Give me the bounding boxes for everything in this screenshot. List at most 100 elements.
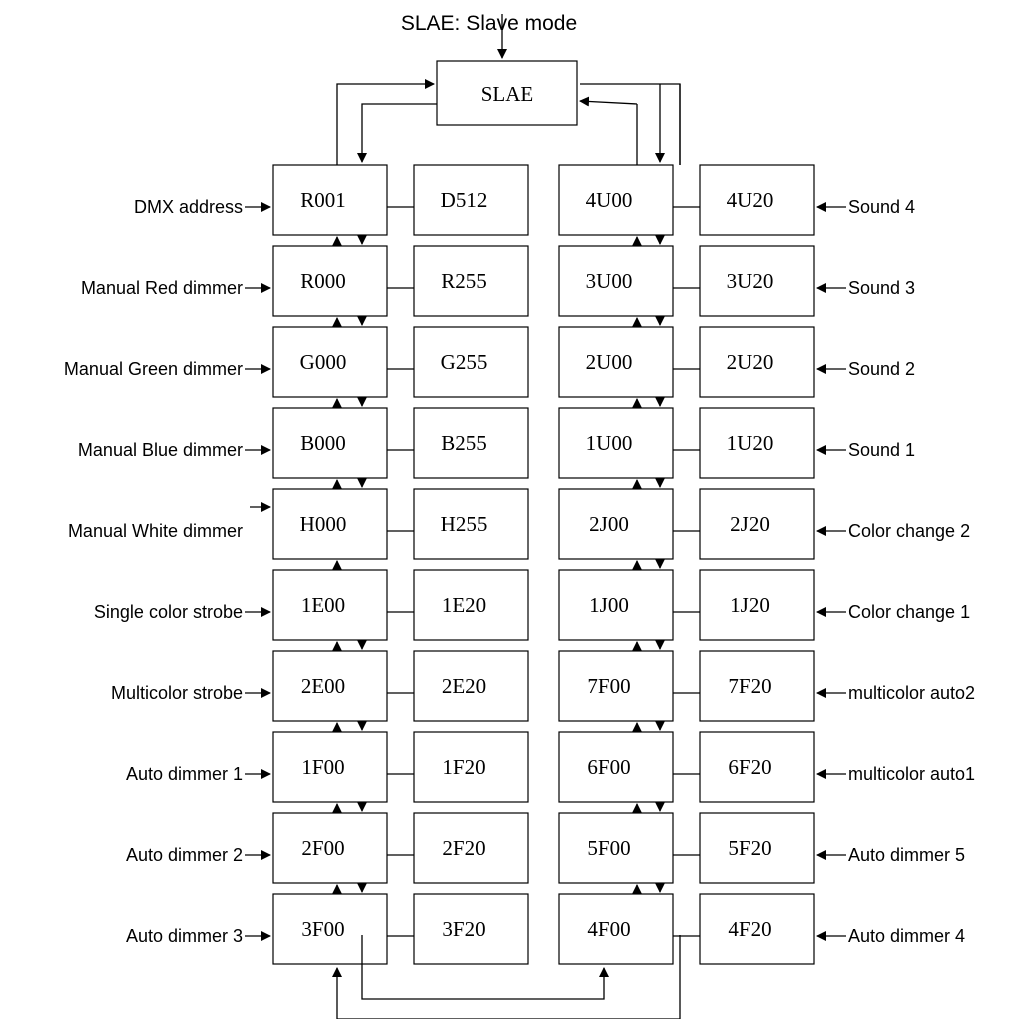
- node-label: 1E00: [301, 593, 345, 617]
- node-label: 4U20: [727, 188, 774, 212]
- node-label: 1E20: [442, 593, 486, 617]
- node-label: R001: [300, 188, 346, 212]
- node-col3-3: 1U00: [558, 407, 674, 479]
- node-label: 2U00: [586, 350, 633, 374]
- right-label-0: Sound 4: [848, 197, 915, 217]
- node-label: 2E20: [442, 674, 486, 698]
- node-label: 1F00: [301, 755, 344, 779]
- node-col4-7: 6F20: [699, 731, 815, 803]
- node-col1-4: H000: [272, 488, 388, 560]
- node-label: 1F20: [442, 755, 485, 779]
- node-col3-8: 5F00: [558, 812, 674, 884]
- node-col1-2: G000: [272, 326, 388, 398]
- node-label: B000: [300, 431, 346, 455]
- node-label: 3U20: [727, 269, 774, 293]
- left-label-4: Manual White dimmer: [68, 521, 243, 541]
- right-label-7: multicolor auto1: [848, 764, 975, 784]
- node-label: 6F00: [587, 755, 630, 779]
- right-label-1: Sound 3: [848, 278, 915, 298]
- right-label-3: Sound 1: [848, 440, 915, 460]
- node-col2-3: B255: [413, 407, 529, 479]
- node-col3-9: 4F00: [558, 893, 674, 965]
- node-col1-0: R001: [272, 164, 388, 236]
- left-label-6: Multicolor strobe: [111, 683, 243, 703]
- left-label-9: Auto dimmer 3: [126, 926, 243, 946]
- node-label: 2U20: [727, 350, 774, 374]
- node-col1-3: B000: [272, 407, 388, 479]
- left-label-5: Single color strobe: [94, 602, 243, 622]
- node-col2-0: D512: [413, 164, 529, 236]
- right-label-5: Color change 1: [848, 602, 970, 622]
- node-col3-4: 2J00: [558, 488, 674, 560]
- left-label-0: DMX address: [134, 197, 243, 217]
- node-col1-5: 1E00: [272, 569, 388, 641]
- node-col1-8: 2F00: [272, 812, 388, 884]
- node-label: 1J00: [589, 593, 629, 617]
- node-col3-7: 6F00: [558, 731, 674, 803]
- left-label-1: Manual Red dimmer: [81, 278, 243, 298]
- right-label-2: Sound 2: [848, 359, 915, 379]
- node-col2-9: 3F20: [413, 893, 529, 965]
- left-label-7: Auto dimmer 1: [126, 764, 243, 784]
- node-label: 2J20: [730, 512, 770, 536]
- node-label: 2F00: [301, 836, 344, 860]
- node-label: 5F00: [587, 836, 630, 860]
- node-label: 4F00: [587, 917, 630, 941]
- node-label: B255: [441, 431, 487, 455]
- node-col3-2: 2U00: [558, 326, 674, 398]
- node-col1-6: 2E00: [272, 650, 388, 722]
- node-col3-1: 3U00: [558, 245, 674, 317]
- node-label: 4U00: [586, 188, 633, 212]
- node-col3-5: 1J00: [558, 569, 674, 641]
- right-label-8: Auto dimmer 5: [848, 845, 965, 865]
- node-col4-8: 5F20: [699, 812, 815, 884]
- node-label: 2J00: [589, 512, 629, 536]
- node-col4-3: 1U20: [699, 407, 815, 479]
- left-label-3: Manual Blue dimmer: [78, 440, 243, 460]
- right-label-4: Color change 2: [848, 521, 970, 541]
- node-label: D512: [441, 188, 488, 212]
- node-col2-8: 2F20: [413, 812, 529, 884]
- node-col1-1: R000: [272, 245, 388, 317]
- node-col4-0: 4U20: [699, 164, 815, 236]
- node-label: R255: [441, 269, 487, 293]
- node-label: 2E00: [301, 674, 345, 698]
- node-col2-6: 2E20: [413, 650, 529, 722]
- node-col2-7: 1F20: [413, 731, 529, 803]
- node-label: 1J20: [730, 593, 770, 617]
- node-col4-2: 2U20: [699, 326, 815, 398]
- node-label: R000: [300, 269, 346, 293]
- node-col4-1: 3U20: [699, 245, 815, 317]
- node-col3-0: 4U00: [558, 164, 674, 236]
- right-label-9: Auto dimmer 4: [848, 926, 965, 946]
- node-label: 3F00: [301, 917, 344, 941]
- node-col2-1: R255: [413, 245, 529, 317]
- node-label: 1U00: [586, 431, 633, 455]
- node-label: H255: [441, 512, 488, 536]
- node-label: 4F20: [728, 917, 771, 941]
- node-col3-6: 7F00: [558, 650, 674, 722]
- node-label: H000: [300, 512, 347, 536]
- node-label: G255: [441, 350, 488, 374]
- node-col4-9: 4F20: [699, 893, 815, 965]
- diagram-title: SLAE: Slave mode: [401, 12, 577, 35]
- node-col1-9: 3F00: [272, 893, 388, 965]
- slae-node: SLAE: [436, 60, 578, 126]
- node-col1-7: 1F00: [272, 731, 388, 803]
- node-col2-5: 1E20: [413, 569, 529, 641]
- node-col2-2: G255: [413, 326, 529, 398]
- node-label: 2F20: [442, 836, 485, 860]
- left-label-2: Manual Green dimmer: [64, 359, 243, 379]
- node-col4-5: 1J20: [699, 569, 815, 641]
- node-label: 5F20: [728, 836, 771, 860]
- node-label: 7F00: [587, 674, 630, 698]
- node-label: 1U20: [727, 431, 774, 455]
- node-label: G000: [300, 350, 347, 374]
- node-label: 3U00: [586, 269, 633, 293]
- node-label: 7F20: [728, 674, 771, 698]
- node-label: 3F20: [442, 917, 485, 941]
- node-col2-4: H255: [413, 488, 529, 560]
- right-label-6: multicolor auto2: [848, 683, 975, 703]
- node-col4-6: 7F20: [699, 650, 815, 722]
